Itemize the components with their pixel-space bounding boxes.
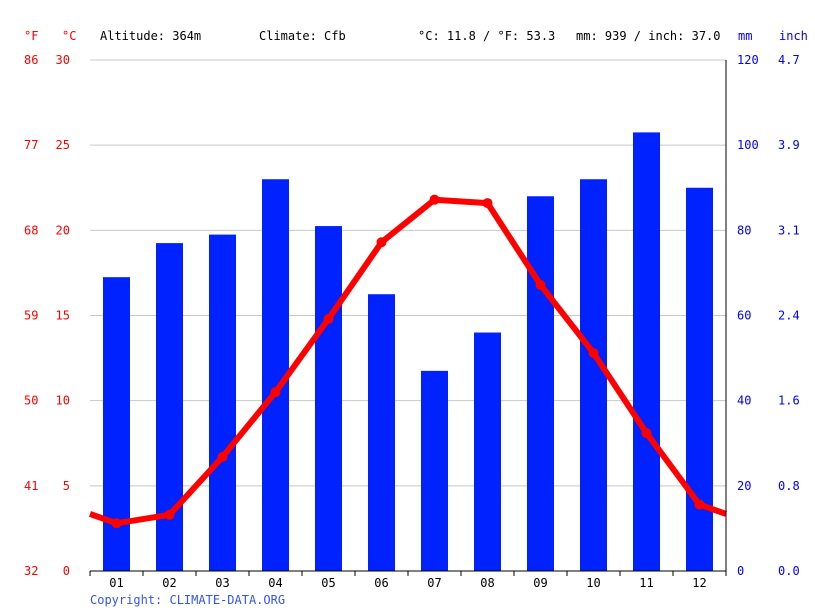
altitude-label: Altitude: 364m bbox=[100, 29, 201, 43]
unit-inch-label: inch bbox=[779, 29, 808, 43]
inch-tick-label: 0.0 bbox=[778, 564, 800, 578]
precipitation-bar bbox=[209, 234, 236, 571]
temperature-point bbox=[535, 279, 546, 290]
temperature-point bbox=[164, 509, 175, 520]
month-tick-label: 06 bbox=[374, 576, 388, 590]
celsius-tick-label: 15 bbox=[56, 309, 70, 323]
temperature-point bbox=[270, 387, 281, 398]
temperature-average-label: °C: 11.8 / °F: 53.3 bbox=[418, 29, 555, 43]
temperature-point bbox=[641, 428, 652, 439]
temperature-point bbox=[429, 194, 440, 205]
temperature-point bbox=[217, 451, 228, 462]
temperature-point bbox=[376, 237, 387, 248]
temperature-point bbox=[323, 313, 334, 324]
mm-tick-label: 40 bbox=[737, 394, 751, 408]
precipitation-bar bbox=[527, 196, 554, 571]
temperature-point bbox=[588, 347, 599, 358]
fahrenheit-tick-label: 50 bbox=[24, 394, 38, 408]
month-tick-label: 11 bbox=[639, 576, 653, 590]
celsius-tick-label: 25 bbox=[56, 138, 70, 152]
precipitation-bar bbox=[633, 132, 660, 571]
precipitation-bar bbox=[156, 243, 183, 571]
inch-tick-label: 0.8 bbox=[778, 479, 800, 493]
mm-tick-label: 60 bbox=[737, 309, 751, 323]
inch-tick-label: 4.7 bbox=[778, 53, 800, 67]
unit-mm-label: mm bbox=[738, 29, 752, 43]
precipitation-bar bbox=[580, 179, 607, 571]
temperature-point bbox=[111, 518, 122, 529]
precipitation-bar bbox=[315, 226, 342, 571]
mm-tick-label: 0 bbox=[737, 564, 744, 578]
fahrenheit-tick-label: 77 bbox=[24, 138, 38, 152]
temperature-point bbox=[482, 198, 493, 209]
precipitation-bar bbox=[368, 294, 395, 571]
climate-label: Climate: Cfb bbox=[259, 29, 346, 43]
temperature-line bbox=[88, 194, 727, 529]
month-tick-label: 02 bbox=[162, 576, 176, 590]
tick-labels: 32 0 0 0.0 41 5 20 0.8 50 10 40 1.6 59 15 60 2.4 68 20 80 3… bbox=[24, 53, 800, 590]
fahrenheit-tick-label: 68 bbox=[24, 223, 38, 237]
precipitation-bar bbox=[421, 370, 448, 571]
mm-tick-label: 20 bbox=[737, 479, 751, 493]
celsius-tick-label: 0 bbox=[63, 564, 70, 578]
fahrenheit-tick-label: 59 bbox=[24, 309, 38, 323]
inch-tick-label: 3.1 bbox=[778, 223, 800, 237]
temperature-point bbox=[694, 499, 705, 510]
unit-fahrenheit-label: °F bbox=[24, 29, 38, 43]
precipitation-bar bbox=[686, 187, 713, 571]
month-tick-label: 08 bbox=[480, 576, 494, 590]
mm-tick-label: 80 bbox=[737, 223, 751, 237]
celsius-tick-label: 5 bbox=[63, 479, 70, 493]
copyright-link[interactable]: Copyright: CLIMATE-DATA.ORG bbox=[90, 593, 285, 607]
inch-tick-label: 1.6 bbox=[778, 394, 800, 408]
inch-tick-label: 2.4 bbox=[778, 309, 800, 323]
fahrenheit-tick-label: 86 bbox=[24, 53, 38, 67]
month-tick-label: 04 bbox=[268, 576, 282, 590]
mm-tick-label: 100 bbox=[737, 138, 759, 152]
month-tick-label: 07 bbox=[427, 576, 441, 590]
month-tick-label: 05 bbox=[321, 576, 335, 590]
temperature-series-line bbox=[88, 196, 727, 527]
month-tick-label: 03 bbox=[215, 576, 229, 590]
gridlines bbox=[90, 59, 726, 487]
precipitation-bars bbox=[103, 132, 713, 571]
month-tick-label: 12 bbox=[692, 576, 706, 590]
fahrenheit-tick-label: 41 bbox=[24, 479, 38, 493]
chart-axes bbox=[89, 60, 727, 576]
celsius-tick-label: 10 bbox=[56, 394, 70, 408]
celsius-tick-label: 30 bbox=[56, 53, 70, 67]
mm-tick-label: 120 bbox=[737, 53, 759, 67]
month-tick-label: 10 bbox=[586, 576, 600, 590]
precipitation-total-label: mm: 939 / inch: 37.0 bbox=[576, 29, 721, 43]
inch-tick-label: 3.9 bbox=[778, 138, 800, 152]
month-tick-label: 01 bbox=[109, 576, 123, 590]
precipitation-bar bbox=[474, 332, 501, 571]
unit-celsius-label: °C bbox=[62, 29, 76, 43]
fahrenheit-tick-label: 32 bbox=[24, 564, 38, 578]
month-tick-label: 09 bbox=[533, 576, 547, 590]
celsius-tick-label: 20 bbox=[56, 223, 70, 237]
